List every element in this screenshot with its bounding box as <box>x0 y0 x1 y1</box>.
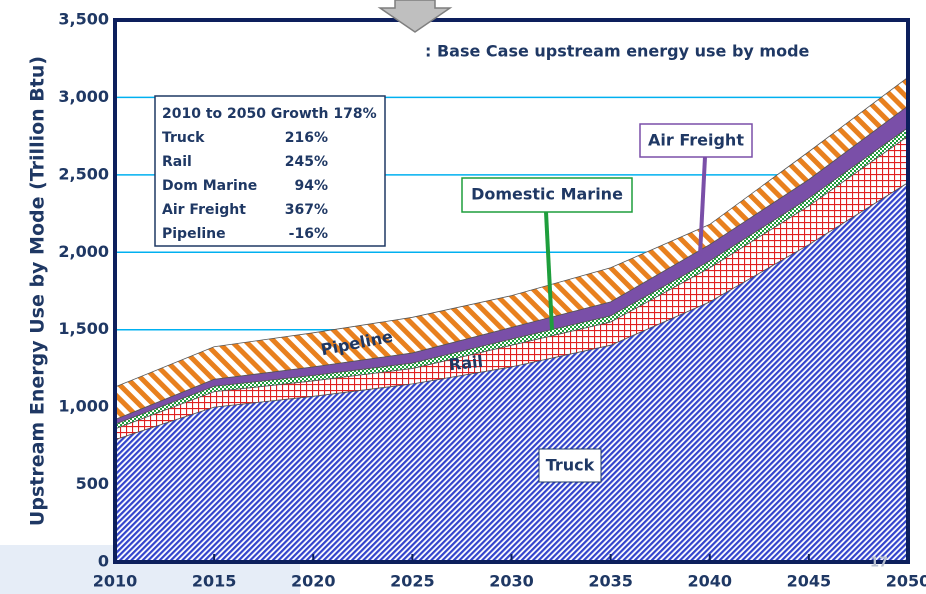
y-tick-label: 1,000 <box>58 397 109 416</box>
y-tick-label: 2,500 <box>58 164 109 183</box>
growth-value: -16% <box>289 226 328 242</box>
arrow-icon <box>377 0 453 33</box>
y-tick-label: 3,000 <box>58 87 109 106</box>
x-tick-label: 2050 <box>886 572 926 591</box>
annotation: Truck <box>546 456 595 475</box>
growth-title: 2010 to 2050 Growth 178% <box>162 106 377 122</box>
x-tick-label: 2020 <box>291 572 336 591</box>
growth-value: 216% <box>285 130 328 146</box>
annotation: Domestic Marine <box>471 185 623 204</box>
x-tick-label: 2045 <box>787 572 832 591</box>
y-tick-label: 500 <box>76 474 109 493</box>
y-tick-label: 1,500 <box>58 319 109 338</box>
y-tick-label: 0 <box>98 552 109 571</box>
x-tick-label: 2035 <box>588 572 633 591</box>
growth-label: Truck <box>162 130 205 146</box>
growth-box: 2010 to 2050 Growth 178% Truck 216% Rail 24… <box>154 95 386 247</box>
x-tick-label: 2015 <box>192 572 237 591</box>
x-tick-label: 2040 <box>687 572 732 591</box>
annotation-box <box>639 123 753 158</box>
annotation-line <box>544 211 554 331</box>
growth-value: 94% <box>294 178 328 194</box>
growth-label: Pipeline <box>162 226 226 242</box>
growth-label: Air Freight <box>162 202 246 218</box>
x-tick-label: 2010 <box>93 572 138 591</box>
x-tick-label: 2030 <box>489 572 534 591</box>
growth-box-frame <box>154 95 386 247</box>
y-axis-label: Upstream Energy Use by Mode (Trillion Bt… <box>27 56 49 526</box>
growth-label: Dom Marine <box>162 178 257 194</box>
annotation-box <box>538 448 602 483</box>
growth-value: 245% <box>285 154 328 170</box>
growth-value: 367% <box>285 202 328 218</box>
annotation: Air Freight <box>648 131 744 150</box>
annotation-line <box>698 156 707 256</box>
annotation-box <box>461 177 633 213</box>
page-number: 17 <box>870 556 888 571</box>
y-tick-label: 3,500 <box>58 10 109 29</box>
x-tick-label: 2025 <box>390 572 435 591</box>
annotation: Rail <box>448 352 484 374</box>
chart-title: : Base Case upstream energy use by mode <box>425 42 810 61</box>
growth-label: Rail <box>162 154 192 170</box>
y-tick-label: 2,000 <box>58 242 109 261</box>
